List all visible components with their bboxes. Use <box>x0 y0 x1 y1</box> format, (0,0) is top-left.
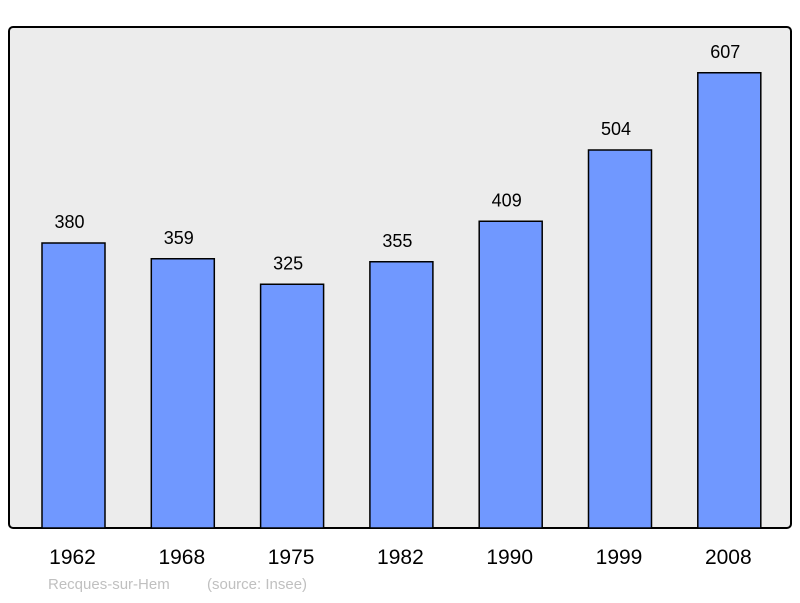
x-tick-label-1975: 1975 <box>268 546 315 569</box>
data-label-1975: 325 <box>273 253 303 273</box>
x-tick-label-1990: 1990 <box>486 546 533 569</box>
bar-1990 <box>478 220 543 529</box>
data-label-1962: 380 <box>54 212 84 232</box>
x-tick-label-2008: 2008 <box>705 546 752 569</box>
x-tick-label-1999: 1999 <box>596 546 643 569</box>
data-label-2008: 607 <box>710 42 740 62</box>
bar-1962 <box>41 242 106 529</box>
x-tick-label-1982: 1982 <box>377 546 424 569</box>
bar-1982 <box>369 261 434 529</box>
footer-source: (source: Insee) <box>207 576 307 593</box>
data-label-1968: 359 <box>164 228 194 248</box>
bar-1999 <box>587 149 653 529</box>
bar-2008 <box>697 72 762 529</box>
x-tick-label-1962: 1962 <box>49 546 96 569</box>
bar-1975 <box>259 283 325 529</box>
data-label-1999: 504 <box>601 119 631 139</box>
x-tick-label-1968: 1968 <box>158 546 205 569</box>
footer-place: Recques-sur-Hem <box>48 576 170 593</box>
data-label-1982: 355 <box>382 231 412 251</box>
bar-1968 <box>150 258 216 529</box>
data-label-1990: 409 <box>492 190 522 210</box>
